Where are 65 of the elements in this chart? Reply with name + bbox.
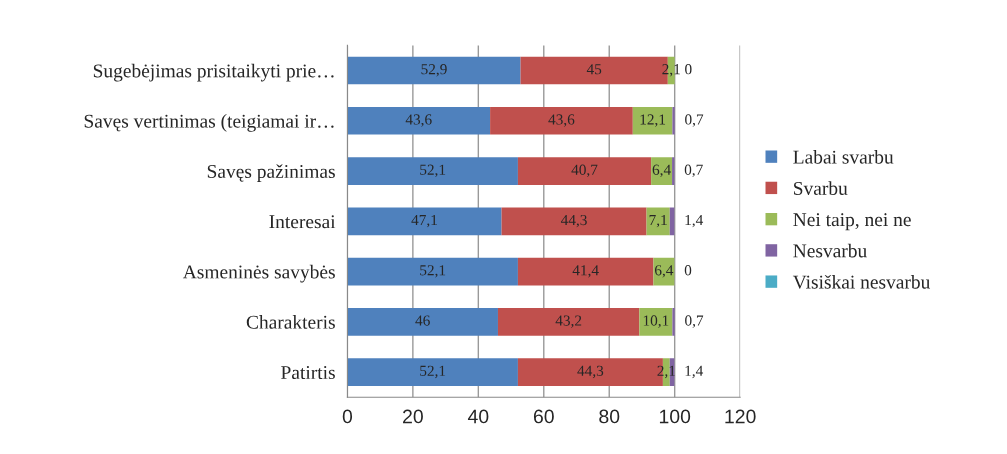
- bar: [347, 257, 518, 286]
- data-label: 0,7: [685, 315, 704, 328]
- bar: [517, 257, 654, 286]
- data-label: 47,1: [411, 214, 437, 228]
- data-label: 10,1: [643, 315, 669, 328]
- data-label: 2,1: [662, 64, 680, 77]
- bar: [672, 308, 675, 336]
- data-label: 0,7: [685, 114, 704, 127]
- y-tick-label: Savęs pažinimas: [207, 164, 335, 182]
- x-tick-label: 60: [533, 409, 554, 424]
- y-tick-label: Patirtis: [281, 365, 335, 380]
- data-label: 1,4: [685, 365, 704, 379]
- x-tick-label: 40: [467, 409, 489, 424]
- data-label: 6,4: [655, 265, 674, 278]
- y-tick-label: Sugebėjimas prisitaikyti prie…: [93, 63, 334, 82]
- bar: [639, 308, 673, 336]
- legend-label: Labai svarbu: [793, 150, 894, 164]
- data-label: 43,6: [548, 114, 575, 127]
- bar: [347, 207, 502, 236]
- bar: [632, 106, 673, 135]
- x-tick-label: 80: [599, 409, 620, 424]
- legend-label: Visiškai nesvarbu: [792, 274, 931, 289]
- bar: [347, 358, 518, 386]
- legend-label: Nesvarbu: [793, 243, 867, 258]
- legend-label: Svarbu: [794, 181, 848, 195]
- bar: [646, 207, 670, 236]
- data-label: 12,1: [640, 114, 666, 127]
- data-label: 44,3: [560, 214, 587, 228]
- y-tick-label: Asmeninės savybės: [182, 264, 335, 283]
- legend-label: Nei taip, nei ne: [793, 213, 911, 231]
- data-label: 44,3: [577, 365, 604, 379]
- bar: [651, 157, 673, 185]
- x-tick-label: 20: [403, 409, 423, 424]
- y-tick-label: Charakteris: [246, 315, 335, 329]
- data-label: 52,9: [421, 64, 447, 77]
- bar: [347, 56, 521, 85]
- data-label: 40,7: [571, 164, 598, 178]
- bar: [347, 106, 491, 135]
- data-label: 41,4: [572, 265, 599, 278]
- data-label: 52,1: [420, 365, 446, 379]
- data-label: 0,7: [684, 164, 703, 178]
- bar: [490, 106, 633, 135]
- bar: [497, 308, 640, 336]
- x-tick-label: 0: [342, 409, 353, 424]
- data-label: 52,1: [420, 164, 446, 178]
- bar: [347, 157, 518, 185]
- data-label: 52,1: [420, 265, 446, 278]
- data-label: 0: [684, 265, 692, 276]
- data-label: 2,1: [657, 365, 675, 379]
- y-tick-label: Interesai: [269, 215, 336, 229]
- y-tick-label: Savęs vertinimas (teigiamai ir…: [84, 114, 334, 132]
- data-label: 43,6: [405, 114, 432, 127]
- bar: [672, 106, 675, 135]
- data-label: 7,1: [649, 214, 667, 228]
- data-label: 45: [586, 64, 602, 75]
- data-label: 6,4: [652, 164, 671, 178]
- x-tick-label: 100: [659, 409, 691, 424]
- x-tick-label: 120: [725, 409, 756, 424]
- bar: [347, 308, 498, 336]
- data-label: 0: [685, 64, 692, 75]
- bar: [501, 207, 647, 236]
- data-label: 1,4: [685, 214, 704, 228]
- bar: [517, 157, 652, 185]
- data-label: 46: [415, 315, 430, 326]
- data-label: 43,2: [555, 315, 582, 328]
